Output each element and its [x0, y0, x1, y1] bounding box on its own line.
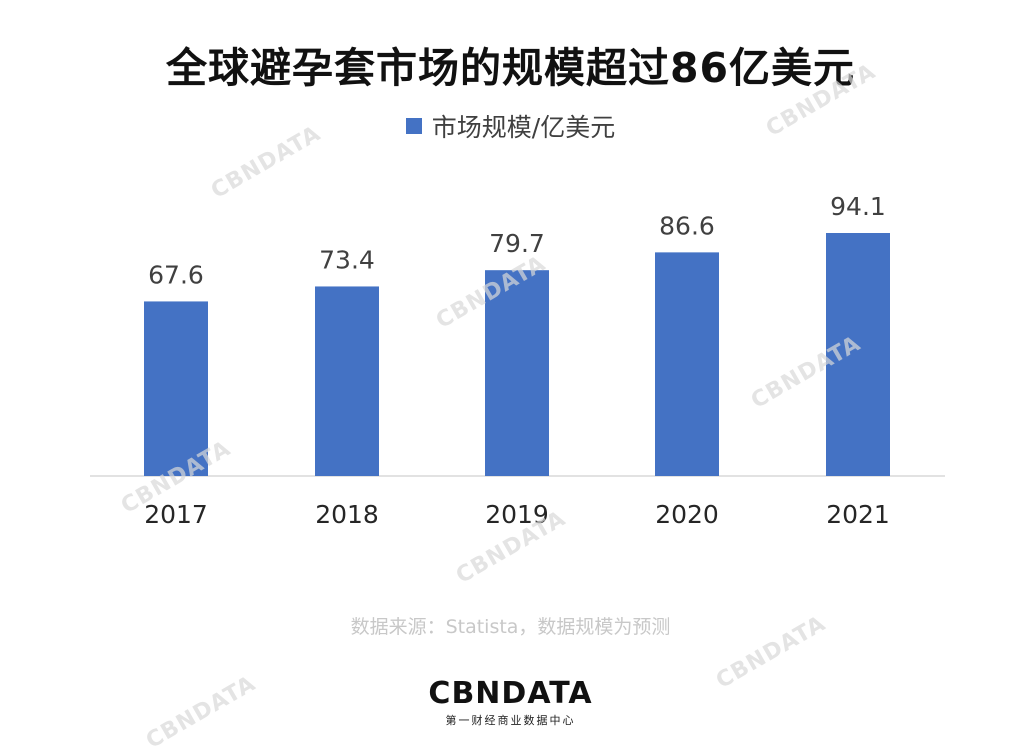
bar-2019: [485, 270, 549, 476]
x-tick-label-2019: 2019: [485, 500, 549, 529]
bar-2020: [655, 252, 719, 476]
data-label-2018: 73.4: [319, 245, 375, 274]
logo-sub: 第一财经商业数据中心: [445, 714, 576, 727]
x-tick-label-2020: 2020: [655, 500, 719, 529]
legend-swatch: [405, 118, 422, 134]
data-label-2020: 86.6: [659, 211, 715, 240]
logo: CBNDATA 第一财经商业数据中心: [410, 678, 611, 728]
logo-main: CBNDATA: [428, 676, 593, 711]
x-tick-label-2017: 2017: [144, 500, 208, 529]
x-tick-label-2021: 2021: [826, 500, 890, 529]
data-label-2019: 79.7: [489, 229, 545, 258]
data-label-2021: 94.1: [830, 192, 886, 221]
bar-2021: [826, 233, 890, 476]
chart-title: 全球避孕套市场的规模超过86亿美元: [165, 44, 856, 92]
x-tick-label-2018: 2018: [315, 500, 379, 529]
bar-2018: [315, 286, 379, 476]
data-label-2017: 67.6: [148, 260, 204, 289]
legend: 市场规模/亿美元: [0, 108, 1021, 144]
source-note: 数据来源：Statista，数据规模为预测: [350, 616, 671, 638]
bar-2017: [144, 301, 208, 476]
legend-label: 市场规模/亿美元: [431, 113, 616, 142]
